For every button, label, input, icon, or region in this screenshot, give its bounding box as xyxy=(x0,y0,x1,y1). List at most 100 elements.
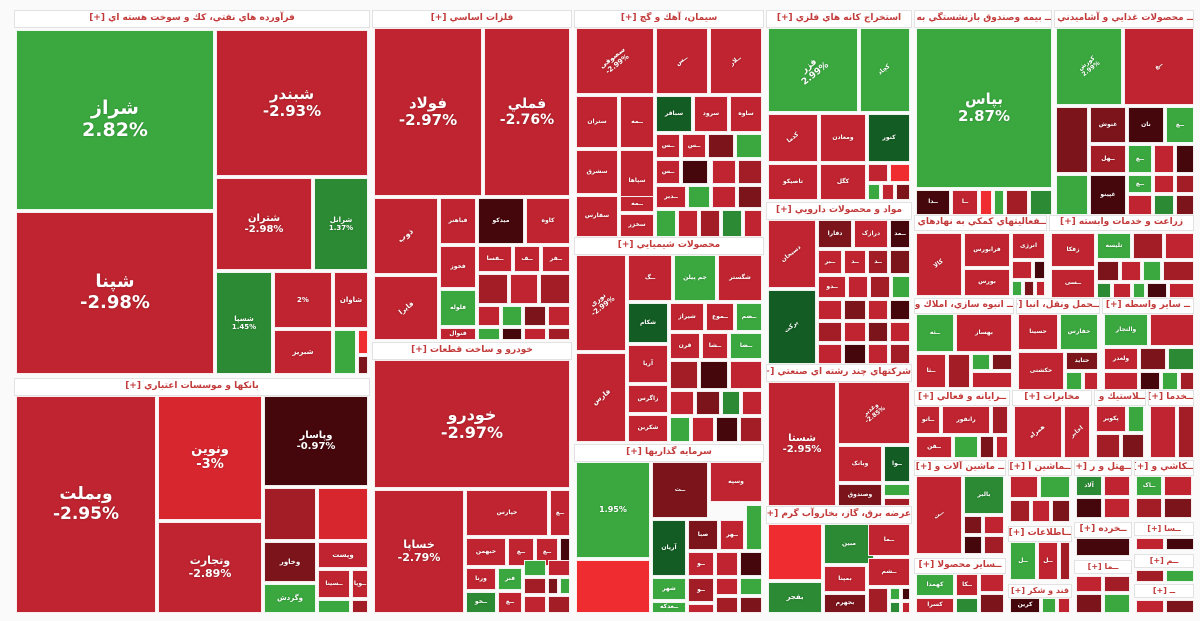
treemap-tile-aux-financial-5-unlabeled[interactable] xyxy=(1034,261,1045,279)
treemap-tile-chemicals-19-unlabeled[interactable] xyxy=(696,391,720,415)
treemap-tile-food-6[interactable]: ــهل xyxy=(1090,145,1126,173)
treemap-tile-banks-7[interactable]: وگردش xyxy=(264,584,316,613)
treemap-tile-sugar-1-unlabeled[interactable] xyxy=(1042,598,1056,613)
treemap-tile-misc-4-0-unlabeled[interactable] xyxy=(1136,600,1164,613)
treemap-tile-cement-24-unlabeled[interactable] xyxy=(738,186,762,208)
sector-header-auto[interactable]: خودرو و ساخت قطعات [+] xyxy=(372,342,572,360)
treemap-tile-hotel-1-unlabeled[interactable] xyxy=(1104,476,1130,496)
sector-header-services[interactable]: ــخدما [+] xyxy=(1148,390,1194,406)
treemap-tile-investments-3[interactable]: وسپه xyxy=(710,462,762,502)
treemap-tile-misc-1-3-unlabeled[interactable] xyxy=(1104,594,1130,613)
treemap-tile-oil-11-unlabeled[interactable] xyxy=(358,356,368,374)
treemap-tile-transport-1[interactable]: حفارس xyxy=(1060,314,1098,350)
treemap-tile-ceramics-1-unlabeled[interactable] xyxy=(1164,476,1192,496)
treemap-tile-cement-21[interactable]: ــدیر xyxy=(656,186,686,208)
treemap-tile-pharma-6[interactable]: ــد xyxy=(844,250,866,274)
treemap-tile-agriculture-1[interactable]: تلیسه xyxy=(1097,233,1131,259)
treemap-tile-metals-7[interactable]: ــفسا xyxy=(478,246,512,272)
treemap-tile-investments-16-unlabeled[interactable] xyxy=(716,597,738,613)
treemap-tile-investments-5[interactable]: صبا xyxy=(688,520,718,550)
treemap-tile-other-products-5-unlabeled[interactable] xyxy=(980,594,1004,613)
treemap-tile-auto-6[interactable]: ــع xyxy=(536,538,558,566)
treemap-tile-electricity-8-unlabeled[interactable] xyxy=(890,588,900,600)
treemap-tile-cement-16[interactable]: سخزر xyxy=(620,214,654,237)
treemap-tile-machinery-2-2-unlabeled[interactable] xyxy=(1010,500,1030,522)
treemap-tile-chemicals-12[interactable]: آریا xyxy=(628,345,668,383)
treemap-tile-food-3[interactable]: غنوش xyxy=(1090,107,1126,143)
treemap-tile-metals-4[interactable]: میدکو xyxy=(478,198,524,244)
treemap-tile-insurance-2[interactable]: ــا xyxy=(952,190,978,215)
treemap-tile-retail-0-unlabeled[interactable] xyxy=(1076,538,1130,556)
treemap-tile-food-14-unlabeled[interactable] xyxy=(1176,175,1194,193)
sector-header-misc-4[interactable]: ــ [+] xyxy=(1134,584,1194,598)
treemap-tile-metals-22-unlabeled[interactable] xyxy=(524,328,546,340)
treemap-tile-ores-4[interactable]: کنور xyxy=(868,114,910,162)
treemap-tile-electricity-11-unlabeled[interactable] xyxy=(902,602,910,613)
treemap-tile-investments-11[interactable]: ــعدکه xyxy=(652,602,686,613)
treemap-tile-oil-9-unlabeled[interactable] xyxy=(334,330,356,374)
treemap-tile-insurance-1[interactable]: ــدا xyxy=(916,190,950,215)
treemap-tile-cement-20-unlabeled[interactable] xyxy=(738,160,762,184)
treemap-tile-pharma-10-unlabeled[interactable] xyxy=(848,276,868,298)
treemap-tile-agriculture-10-unlabeled[interactable] xyxy=(1113,283,1131,298)
treemap-tile-chemicals-21-unlabeled[interactable] xyxy=(742,391,762,415)
treemap-tile-other-products-1[interactable]: ــکا xyxy=(956,574,978,596)
treemap-tile-chemicals-9[interactable]: قرن xyxy=(670,333,700,359)
treemap-tile-cement-11[interactable]: ــس xyxy=(682,134,706,158)
treemap-tile-agriculture-11-unlabeled[interactable] xyxy=(1133,283,1145,298)
sector-header-machinery-2[interactable]: ــماشين آ [+] xyxy=(1008,460,1072,476)
treemap-tile-cement-17[interactable]: ــس xyxy=(656,160,680,184)
treemap-tile-food-2-unlabeled[interactable] xyxy=(1056,107,1088,173)
sector-header-real-estate[interactable]: ــ انبوه سازي، املاك و [+] xyxy=(914,298,1014,314)
treemap-tile-cement-7[interactable]: ساوه xyxy=(730,96,762,132)
treemap-tile-information-0[interactable]: ــل xyxy=(1010,542,1036,580)
sector-header-other-financial[interactable]: ــ سایر واسطه [+] xyxy=(1102,298,1194,314)
treemap-tile-metals-5[interactable]: کاوه xyxy=(526,198,570,244)
sector-header-aux-financial[interactable]: ــفعاليتهاي كمكي به نهادهاي م [+] xyxy=(914,215,1047,231)
treemap-tile-machinery-4-unlabeled[interactable] xyxy=(964,536,982,554)
treemap-tile-multi-industry-2[interactable]: وبانک xyxy=(838,446,882,482)
sector-header-pharma[interactable]: مواد و محصولات دارويي [+] xyxy=(766,202,912,220)
treemap-tile-chemicals-14[interactable]: شکربن xyxy=(628,415,668,442)
treemap-tile-banks-8[interactable]: وپست xyxy=(318,542,368,568)
treemap-tile-misc-2-0-unlabeled[interactable] xyxy=(1136,538,1164,550)
treemap-tile-chemicals-15-unlabeled[interactable] xyxy=(670,361,698,389)
treemap-tile-pharma-3[interactable]: درازک xyxy=(854,220,888,248)
treemap-tile-pharma-15-unlabeled[interactable] xyxy=(868,300,888,320)
treemap-tile-other-financial-7-unlabeled[interactable] xyxy=(1162,372,1178,390)
treemap-tile-cement-26-unlabeled[interactable] xyxy=(678,210,698,237)
sector-header-hotel[interactable]: ــهتل و ر [+] xyxy=(1074,460,1132,476)
treemap-tile-pharma-16-unlabeled[interactable] xyxy=(890,300,910,320)
treemap-tile-auto-0[interactable]: خودرو -2.97% xyxy=(374,360,570,488)
treemap-tile-chemicals-20-unlabeled[interactable] xyxy=(722,391,740,415)
treemap-tile-food-17-unlabeled[interactable] xyxy=(1176,195,1194,215)
treemap-tile-other-financial-0[interactable]: والتجار xyxy=(1104,314,1148,346)
treemap-tile-oil-10-unlabeled[interactable] xyxy=(358,330,368,354)
treemap-tile-chemicals-18-unlabeled[interactable] xyxy=(670,391,694,415)
sector-header-food[interactable]: ــ محصولات غذايي و آشاميدني [+] xyxy=(1054,10,1194,28)
treemap-tile-chemicals-2[interactable]: ــگ xyxy=(628,255,672,301)
treemap-tile-computer-2-unlabeled[interactable] xyxy=(992,406,1008,434)
treemap-tile-pharma-12-unlabeled[interactable] xyxy=(892,276,910,298)
treemap-tile-metals-3[interactable]: فباهنر xyxy=(440,198,476,244)
treemap-tile-insurance-4-unlabeled[interactable] xyxy=(994,190,1004,215)
treemap-tile-banks-4-unlabeled[interactable] xyxy=(264,488,316,540)
treemap-tile-metals-0[interactable]: فولاد -2.97% xyxy=(374,28,482,196)
treemap-tile-pharma-2[interactable]: دفارا xyxy=(818,220,852,248)
treemap-tile-chemicals-25-unlabeled[interactable] xyxy=(740,417,762,442)
treemap-tile-cement-15[interactable]: ــمه xyxy=(620,196,654,212)
treemap-tile-pharma-14-unlabeled[interactable] xyxy=(844,300,866,320)
treemap-tile-food-11-unlabeled[interactable] xyxy=(1056,175,1088,215)
treemap-tile-banks-12-unlabeled[interactable] xyxy=(352,600,368,613)
treemap-tile-misc-1-1-unlabeled[interactable] xyxy=(1104,576,1130,592)
treemap-tile-oil-1[interactable]: شبندر -2.93% xyxy=(216,30,368,176)
treemap-tile-pharma-21-unlabeled[interactable] xyxy=(818,344,842,364)
treemap-tile-pharma-8-unlabeled[interactable] xyxy=(890,250,910,274)
treemap-tile-electricity-5[interactable]: ــما xyxy=(868,524,910,556)
treemap-tile-ores-2[interactable]: کدما xyxy=(768,114,818,162)
treemap-tile-chemicals-8[interactable]: ــضم xyxy=(736,303,762,331)
treemap-tile-investments-0-unlabeled[interactable]: 1.95% xyxy=(576,462,650,558)
treemap-tile-metals-17-unlabeled[interactable] xyxy=(502,306,522,326)
treemap-tile-metals-2[interactable]: ذوب xyxy=(374,198,438,274)
treemap-tile-pharma-11-unlabeled[interactable] xyxy=(870,276,890,298)
